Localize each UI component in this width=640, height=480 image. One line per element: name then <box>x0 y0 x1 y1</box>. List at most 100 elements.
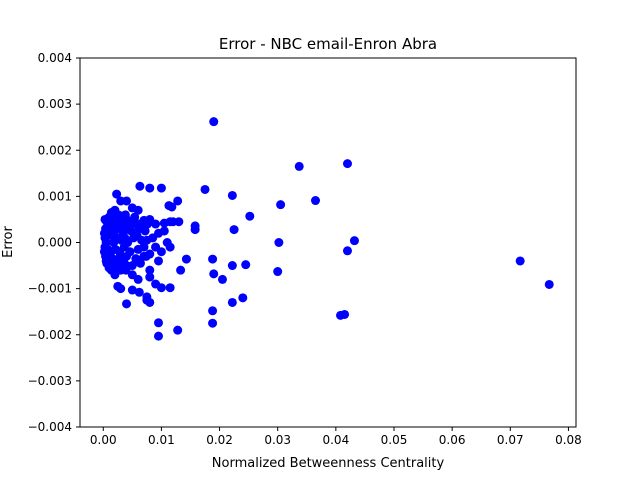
y-tick-label: 0.003 <box>38 97 72 111</box>
data-point <box>227 261 237 271</box>
data-point <box>208 318 218 328</box>
data-point <box>174 217 184 227</box>
data-point <box>135 258 145 268</box>
data-points <box>99 117 554 341</box>
data-point <box>167 202 177 212</box>
data-point <box>145 272 155 282</box>
data-point <box>208 306 218 316</box>
data-point <box>121 265 131 275</box>
x-axis-ticks: 0.00 0.01 0.02 0.03 0.04 0.05 0.06 0.07 0.08 <box>90 427 582 447</box>
data-point <box>241 260 251 270</box>
data-point <box>135 181 145 191</box>
data-point <box>173 325 183 335</box>
x-tick-label: 0.00 <box>90 433 117 447</box>
data-point <box>114 224 124 234</box>
data-point <box>227 190 237 200</box>
data-point <box>110 244 120 254</box>
y-tick-label: 0.001 <box>38 189 72 203</box>
x-tick-label: 0.03 <box>264 433 291 447</box>
data-point <box>151 279 161 289</box>
data-point <box>208 254 218 264</box>
data-point <box>137 235 147 245</box>
data-point <box>209 269 219 279</box>
data-point <box>127 261 137 271</box>
data-point <box>101 238 111 247</box>
data-point <box>340 309 350 319</box>
y-tick-label: 0.002 <box>38 143 72 157</box>
data-point <box>342 246 352 256</box>
data-point <box>342 159 352 169</box>
data-point <box>112 189 122 199</box>
data-point <box>106 256 116 266</box>
data-point <box>142 219 152 229</box>
data-point <box>142 295 152 305</box>
y-axis-ticks: −0.004 −0.003 −0.002 −0.001 0.000 0.001 0.002 0… <box>28 51 80 434</box>
data-point <box>273 267 283 277</box>
data-point <box>515 256 525 266</box>
data-point <box>145 265 155 275</box>
data-point <box>176 265 186 275</box>
data-point <box>127 285 137 295</box>
y-tick-label: 0.004 <box>38 51 72 65</box>
data-point <box>209 117 219 127</box>
y-tick-label: 0.000 <box>38 236 72 250</box>
data-point <box>311 196 320 206</box>
data-point <box>134 287 144 297</box>
data-point <box>119 256 129 266</box>
chart-title: Error - NBC email-Enron Abra <box>219 35 437 53</box>
data-point <box>165 242 175 252</box>
data-point <box>154 331 163 341</box>
data-point <box>145 183 155 193</box>
data-point <box>165 283 175 293</box>
data-point <box>154 318 163 328</box>
data-point <box>245 211 255 221</box>
data-point <box>173 196 183 206</box>
x-tick-label: 0.05 <box>381 433 408 447</box>
data-point <box>117 217 127 227</box>
x-axis-label: Normalized Betweenness Centrality <box>212 456 445 471</box>
x-tick-label: 0.01 <box>148 433 175 447</box>
data-point <box>103 247 113 257</box>
data-point <box>190 225 200 235</box>
data-point <box>141 251 151 261</box>
data-point <box>125 247 135 257</box>
data-point <box>181 254 191 264</box>
data-point <box>120 233 130 243</box>
data-point <box>133 205 143 215</box>
data-point <box>229 225 239 235</box>
x-tick-label: 0.02 <box>206 433 233 447</box>
x-tick-label: 0.07 <box>497 433 524 447</box>
data-point <box>140 226 150 236</box>
y-tick-label: −0.004 <box>28 420 72 434</box>
y-tick-label: −0.002 <box>28 328 72 342</box>
data-point <box>139 242 149 252</box>
data-point <box>159 218 169 228</box>
data-point <box>200 184 210 194</box>
data-point <box>156 183 166 193</box>
data-point <box>227 297 237 307</box>
data-point <box>156 247 166 257</box>
x-tick-label: 0.08 <box>555 433 582 447</box>
y-tick-label: −0.001 <box>28 282 72 296</box>
data-point <box>544 279 554 289</box>
data-point <box>349 236 359 246</box>
data-point <box>120 210 130 220</box>
y-tick-label: −0.003 <box>28 374 72 388</box>
data-point <box>113 281 123 291</box>
data-point <box>238 293 248 303</box>
data-point <box>294 161 304 171</box>
x-tick-label: 0.06 <box>439 433 466 447</box>
data-point <box>122 299 132 309</box>
data-point <box>276 200 286 210</box>
data-point <box>274 238 284 247</box>
data-point <box>122 196 132 206</box>
data-point <box>127 270 137 280</box>
data-point <box>130 212 140 222</box>
x-tick-label: 0.04 <box>322 433 349 447</box>
y-axis-label: Error <box>1 226 16 258</box>
data-point <box>122 224 132 234</box>
data-point <box>105 219 115 229</box>
data-point <box>217 274 227 284</box>
